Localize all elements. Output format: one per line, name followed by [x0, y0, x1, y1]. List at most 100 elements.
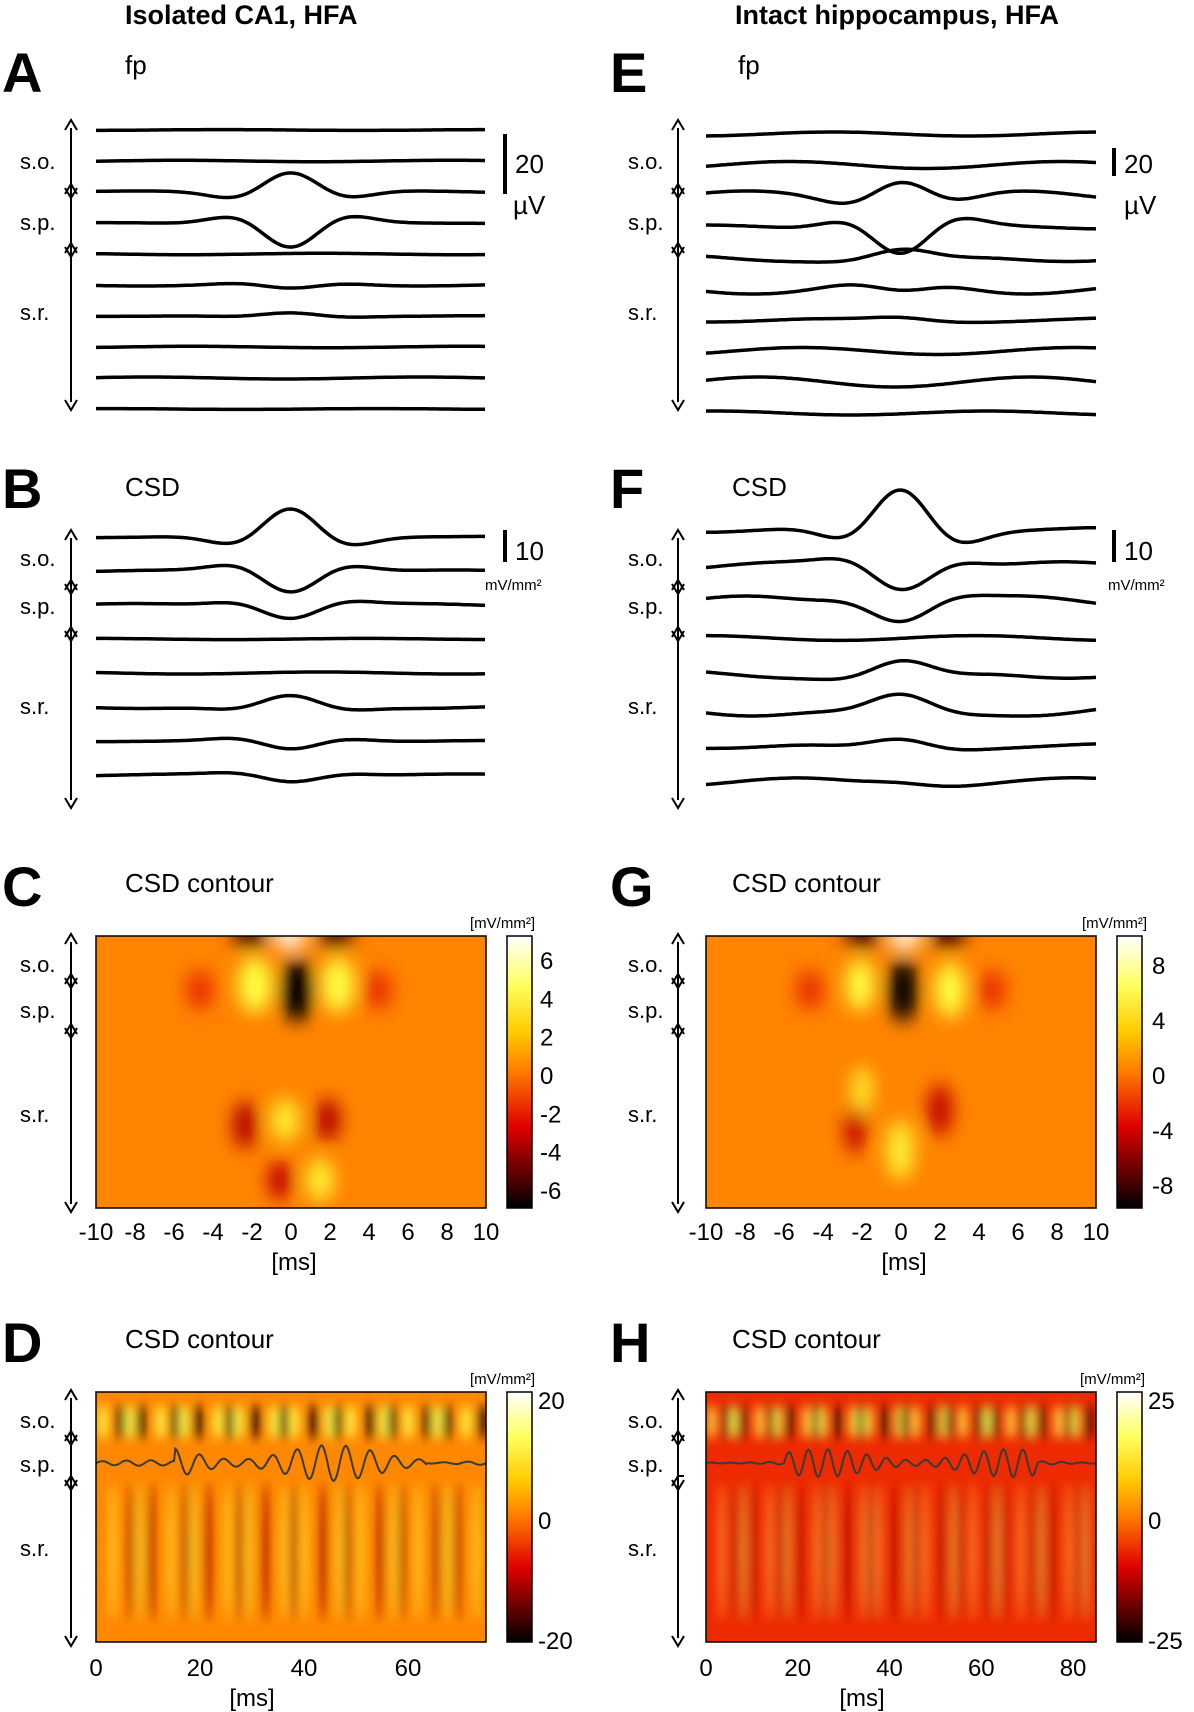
stripe-d-top-23: [422, 1404, 432, 1440]
stripe-d-low-27: [489, 1482, 496, 1622]
panel-b-subtitle: CSD: [125, 472, 180, 502]
colorbar-tick-d-0: 20: [538, 1388, 565, 1415]
contour-map-h: [706, 1392, 1096, 1642]
stripe-d-top-26: [461, 1404, 471, 1440]
stripe-h-top-28: [1027, 1404, 1035, 1440]
layer-axis-e: [671, 118, 685, 412]
csd-trace-left-2: [95, 563, 486, 594]
scale-unit-f: mV/mm²: [1108, 577, 1165, 594]
stripe-d-low-22: [414, 1482, 422, 1622]
x-tick-h-3: 60: [968, 1655, 995, 1682]
csd-trace-right-4: [706, 633, 1097, 643]
stripe-h-top-1: [723, 1404, 731, 1440]
scale-unit-a: µV: [513, 190, 546, 220]
layer-axis-d: [64, 1388, 78, 1648]
colorbar-tick-d-1: 0: [538, 1508, 551, 1535]
csd-trace-right-8: [705, 776, 1097, 789]
stripe-d-low-13: [290, 1482, 298, 1622]
x-label-c: [ms]: [271, 1249, 316, 1276]
stripe-h-top-30: [1054, 1404, 1063, 1440]
layer-label-sp-f: s.p.: [628, 594, 663, 619]
stripe-h-top-8: [803, 1404, 811, 1440]
stripe-d-top-20: [379, 1404, 389, 1440]
stripe-d-low-1: [127, 1482, 135, 1622]
x-tick-c-9: 8: [440, 1219, 453, 1246]
colorbar-tick-c-4: -2: [540, 1101, 561, 1128]
colorbar-tick-g-0: 8: [1152, 953, 1165, 980]
fp-traces-right: [705, 130, 1097, 417]
stripe-h-low-16: [905, 1482, 912, 1622]
stripe-h-low-31: [1077, 1482, 1083, 1622]
stripe-d-top-14: [289, 1404, 299, 1440]
stripe-d-low-19: [377, 1482, 385, 1622]
stripe-h-top-9: [812, 1404, 821, 1440]
layer-axis-a: [64, 118, 78, 412]
fp-trace-left-2: [96, 158, 485, 164]
stripe-h-top-6: [774, 1404, 782, 1440]
layer-label-sp-g: s.p.: [628, 998, 663, 1023]
colorbar-tick-c-6: -6: [540, 1178, 561, 1205]
stripe-h-top-13: [856, 1404, 865, 1440]
csd-trace-left-7: [96, 736, 485, 751]
layer-label-so-e: s.o.: [628, 149, 663, 174]
x-tick-d-1: 20: [187, 1655, 214, 1682]
csd-trace-left-1: [96, 507, 485, 547]
fp-trace-right-4: [706, 216, 1097, 256]
x-tick-g-6: 2: [933, 1219, 946, 1246]
contour-unit-c: [mV/mm²]: [470, 915, 535, 932]
colorbar-tick-g-3: -4: [1152, 1118, 1173, 1145]
colorbar-ticks-d: 20 0 -20: [538, 1388, 573, 1655]
stripe-h-low-12: [860, 1482, 867, 1622]
stripe-h-top-25: [990, 1404, 999, 1440]
stripe-d-top-0: [98, 1404, 108, 1440]
fp-trace-left-8: [96, 344, 485, 350]
panel-letter-e: E: [610, 41, 647, 104]
layer-label-sr-b: s.r.: [20, 694, 49, 719]
x-tick-c-1: -8: [124, 1219, 145, 1246]
panel-f-subtitle: CSD: [732, 472, 787, 502]
stripe-h-low-29: [1048, 1482, 1054, 1622]
layer-label-sr-h: s.r.: [628, 1536, 657, 1561]
contour-frame-c: [95, 935, 487, 1209]
stripe-h-low-11: [844, 1482, 851, 1622]
stripe-d-low-12: [280, 1482, 288, 1622]
csd-traces-left: [95, 507, 486, 784]
stripe-h-low-2: [740, 1482, 747, 1622]
stripe-h-top-20: [939, 1404, 947, 1440]
stripe-d-top-11: [251, 1404, 261, 1440]
x-tick-c-2: -6: [163, 1219, 184, 1246]
stripe-d-low-16: [335, 1482, 343, 1622]
panel-letter-b: B: [2, 457, 42, 520]
colorbar-tick-h-0: 25: [1148, 1388, 1175, 1415]
fp-trace-right-1: [705, 130, 1097, 138]
colorbar-tick-c-2: 2: [540, 1025, 553, 1052]
csd-traces-right: [705, 488, 1097, 789]
x-tick-g-4: -2: [851, 1219, 872, 1246]
stripe-h-top-17: [900, 1404, 909, 1440]
stripe-h-top-18: [911, 1404, 919, 1440]
fp-trace-right-7: [706, 315, 1097, 325]
colorbar-ticks-h: 25 0 -25: [1148, 1388, 1183, 1655]
layer-label-so-g: s.o.: [628, 952, 663, 977]
stripe-d-top-12: [269, 1404, 279, 1440]
contour-frame-d: [95, 1391, 487, 1643]
x-ticks-c: -10 -8 -6 -4 -2 0 2 4 6 8 10: [79, 1219, 500, 1246]
scale-unit-b: mV/mm²: [485, 577, 542, 594]
panel-letter-a: A: [2, 41, 42, 104]
layer-axis-b: [64, 528, 78, 810]
scale-value-f: 10: [1124, 536, 1153, 566]
fp-trace-left-5: [96, 251, 485, 257]
column-title-left: Isolated CA1, HFA: [125, 0, 358, 30]
x-tick-g-10: 10: [1083, 1219, 1110, 1246]
stripe-h-low-30: [1065, 1482, 1072, 1622]
stripe-d-top-3: [136, 1404, 146, 1440]
layer-label-so-f: s.o.: [628, 546, 663, 571]
layer-axis-g: [671, 932, 685, 1214]
contour-frame-h: [705, 1391, 1097, 1643]
stripe-h-low-21: [956, 1482, 962, 1622]
fp-trace-right-2: [705, 159, 1097, 171]
stripe-d-low-21: [398, 1482, 406, 1622]
contour-map-d: [96, 1392, 496, 1642]
x-tick-c-3: -4: [202, 1219, 223, 1246]
x-tick-c-4: -2: [241, 1219, 262, 1246]
